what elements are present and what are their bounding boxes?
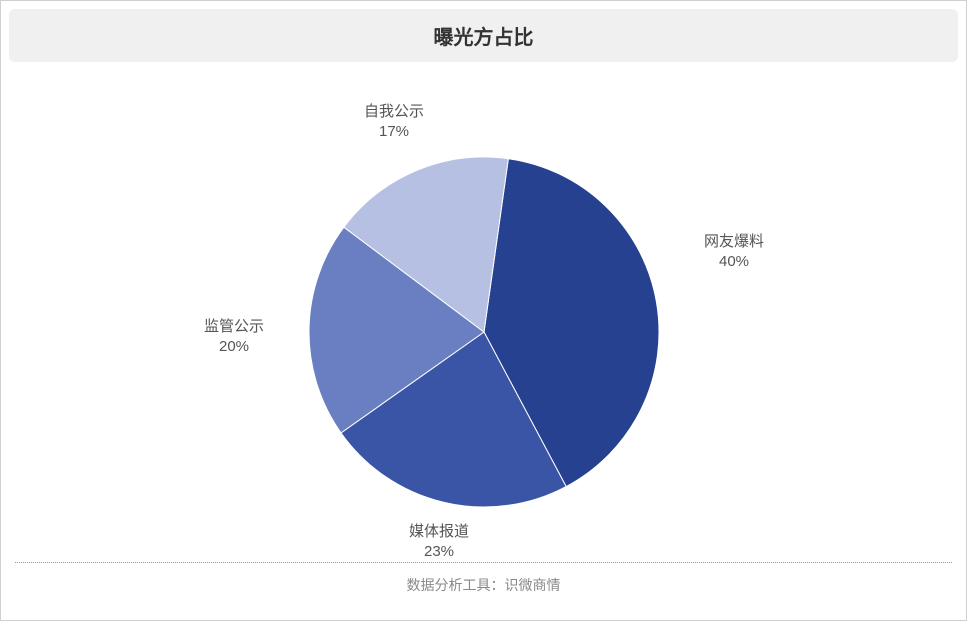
slice-label-name: 媒体报道: [409, 522, 469, 542]
slice-label-name: 监管公示: [204, 317, 264, 337]
slice-label: 媒体报道23%: [409, 522, 469, 561]
slice-label-name: 网友爆料: [704, 232, 764, 252]
slice-label-percent: 20%: [204, 337, 264, 357]
slice-label-percent: 23%: [409, 542, 469, 562]
chart-area: 网友爆料40% 媒体报道23% 监管公示20% 自我公示17%: [9, 72, 958, 562]
slice-label-percent: 17%: [364, 122, 424, 142]
slice-label: 网友爆料40%: [704, 232, 764, 271]
title-bar: 曝光方占比: [9, 9, 958, 62]
slice-label-name: 自我公示: [364, 102, 424, 122]
slice-label: 监管公示20%: [204, 317, 264, 356]
slice-label-percent: 40%: [704, 252, 764, 272]
footer-text: 数据分析工具：识微商情: [9, 563, 958, 601]
slice-label: 自我公示17%: [364, 102, 424, 141]
chart-container: 曝光方占比 网友爆料40% 媒体报道23% 监管公示20% 自我公示17% 数据分析工…: [0, 0, 967, 621]
chart-title: 曝光方占比: [434, 27, 534, 49]
pie-chart: [14, 72, 954, 562]
